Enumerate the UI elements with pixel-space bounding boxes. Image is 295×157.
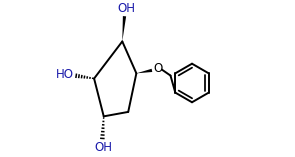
Polygon shape xyxy=(136,69,152,73)
Text: OH: OH xyxy=(118,3,136,16)
Text: OH: OH xyxy=(95,141,113,154)
Text: O: O xyxy=(154,62,163,75)
Polygon shape xyxy=(122,16,126,41)
Text: HO: HO xyxy=(56,68,74,81)
